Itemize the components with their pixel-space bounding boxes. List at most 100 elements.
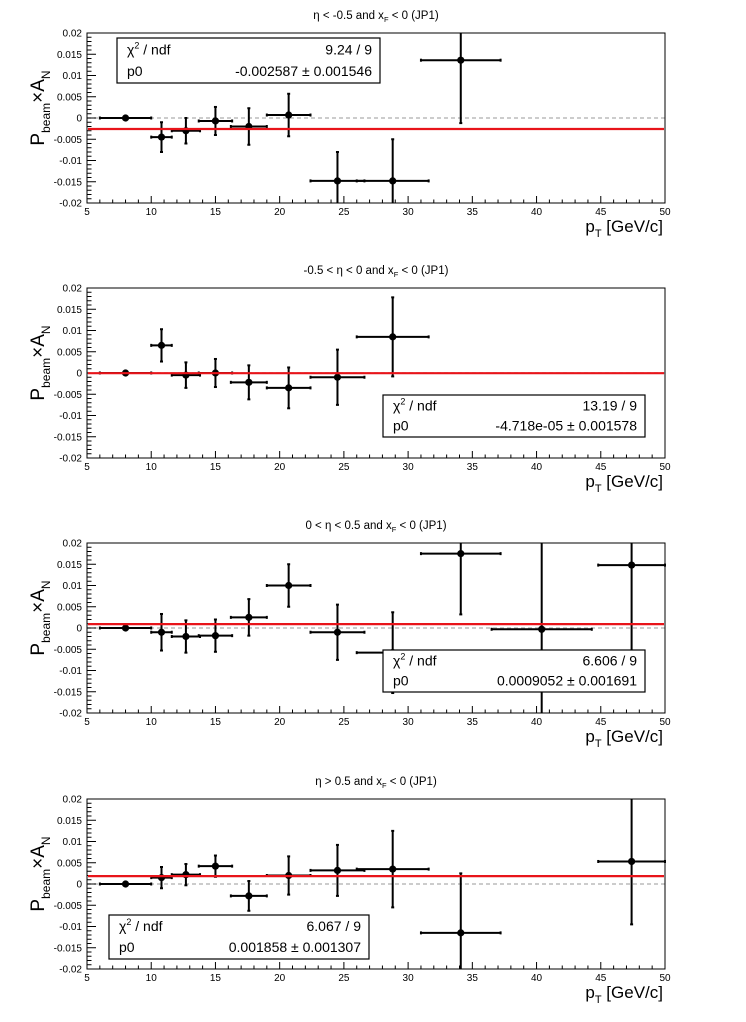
- y-tick-label: -0.015: [54, 943, 83, 954]
- data-point: [150, 121, 173, 153]
- y-tick-label: -0.005: [54, 135, 83, 146]
- x-tick-label: 45: [595, 973, 607, 984]
- data-marker: [333, 628, 342, 636]
- y-tick-label: -0.005: [54, 390, 83, 401]
- y-axis-label: Pbeam×AN: [28, 836, 53, 911]
- stats-chi2-value: 9.24 / 9: [325, 41, 372, 57]
- stats-p0-value: -0.002587 ± 0.001546: [235, 63, 372, 79]
- data-marker: [121, 624, 130, 632]
- data-marker: [285, 384, 293, 392]
- data-marker: [285, 111, 293, 119]
- data-point: [265, 563, 312, 608]
- stats-box-frame: [382, 649, 646, 693]
- data-point: [597, 543, 666, 664]
- y-tick-label: -0.02: [59, 709, 82, 720]
- chart-title: -0.5 < η < 0 and xF < 0 (JP1): [304, 265, 449, 279]
- y-tick-label: 0.005: [57, 858, 82, 869]
- data-marker: [628, 561, 636, 569]
- x-axis-label: pT [GeV/c]: [585, 217, 663, 240]
- data-point: [150, 328, 173, 363]
- stats-p0-value: -4.718e-05 ± 0.001578: [495, 418, 637, 434]
- x-tick-label: 10: [146, 207, 158, 218]
- data-marker: [457, 56, 465, 64]
- x-tick-label: 20: [274, 207, 286, 218]
- data-point: [170, 117, 202, 145]
- data-marker: [285, 581, 293, 590]
- y-tick-label: 0: [76, 624, 82, 635]
- x-tick-label: 10: [146, 973, 158, 984]
- y-tick-label: 0.01: [63, 581, 83, 592]
- y-axis-label: Pbeam×AN: [28, 325, 53, 400]
- data-point: [197, 105, 234, 136]
- data-point: [170, 361, 202, 389]
- x-tick-label: 25: [338, 207, 350, 218]
- x-tick-label: 35: [467, 717, 479, 728]
- fit-stats-box: χ2 / ndf 13.19 / 9 p0 -4.718e-05 ± 0.001578: [382, 394, 646, 438]
- y-tick-label: -0.015: [54, 177, 83, 188]
- x-tick-label: 10: [146, 462, 158, 473]
- data-marker: [538, 625, 546, 633]
- y-axis-label: Pbeam×AN: [28, 70, 53, 145]
- x-tick-label: 15: [210, 717, 222, 728]
- chart-panel-3: 0 < η < 0.5 and xF < 0 (JP1) 5 10 15 20 25 30 3…: [28, 520, 671, 750]
- x-axis-label: pT [GeV/c]: [585, 983, 663, 1006]
- chart-title: η < -0.5 and xF < 0 (JP1): [313, 10, 439, 24]
- x-tick-label: 40: [531, 207, 543, 218]
- x-tick-label: 40: [531, 973, 543, 984]
- fit-stats-box: χ2 / ndf 6.606 / 9 p0 0.0009052 ± 0.001691: [382, 649, 646, 693]
- y-tick-label: 0.02: [63, 29, 83, 40]
- x-tick-label: 50: [659, 973, 671, 984]
- data-marker: [333, 177, 342, 185]
- data-point: [597, 799, 666, 926]
- chart-panel-1: η < -0.5 and xF < 0 (JP1) 5 10 15 20 25 30 35 40…: [28, 10, 671, 240]
- y-tick-label: -0.015: [54, 432, 83, 443]
- data-point: [309, 843, 366, 897]
- data-point: [197, 618, 234, 653]
- x-axis-label: pT [GeV/c]: [585, 472, 663, 495]
- stats-p0-label: p0: [393, 673, 409, 689]
- stats-p0-label: p0: [119, 939, 135, 955]
- fit-stats-box: χ2 / ndf 6.067 / 9 p0 0.001858 ± 0.001307: [108, 914, 370, 960]
- data-marker: [245, 378, 253, 386]
- data-point: [355, 829, 430, 909]
- data-point: [355, 138, 430, 203]
- data-point: [150, 866, 173, 890]
- data-point: [229, 364, 268, 401]
- chart-panel-4: η > 0.5 and xF < 0 (JP1) 5 10 15 20 25 30 35 40 4…: [28, 776, 671, 1006]
- x-tick-label: 30: [403, 207, 415, 218]
- chart-panel-2: -0.5 < η < 0 and xF < 0 (JP1) 5 10 15 20 25 30…: [28, 265, 671, 495]
- data-marker: [121, 114, 130, 122]
- data-marker: [457, 929, 465, 937]
- data-point: [309, 348, 366, 406]
- data-marker: [157, 133, 166, 141]
- y-tick-label: 0.015: [57, 816, 82, 827]
- x-tick-label: 10: [146, 717, 158, 728]
- x-tick-label: 15: [210, 973, 222, 984]
- stats-p0-value: 0.001858 ± 0.001307: [229, 939, 361, 955]
- y-tick-label: 0.02: [63, 284, 83, 295]
- data-marker: [211, 862, 220, 870]
- y-tick-label: 0.005: [57, 347, 82, 358]
- stats-box-frame: [382, 394, 646, 438]
- data-marker: [628, 857, 636, 866]
- y-tick-label: 0: [76, 880, 82, 891]
- y-tick-label: 0.015: [57, 305, 82, 316]
- y-tick-label: 0.015: [57, 560, 82, 571]
- y-tick-label: 0: [76, 114, 82, 125]
- x-tick-label: 30: [403, 462, 415, 473]
- y-tick-label: -0.02: [59, 965, 82, 976]
- x-tick-label: 35: [467, 462, 479, 473]
- x-tick-label: 5: [84, 973, 90, 984]
- data-marker: [245, 613, 253, 621]
- x-tick-label: 45: [595, 462, 607, 473]
- stats-box-frame: [108, 914, 370, 960]
- stats-p0-label: p0: [127, 63, 143, 79]
- data-point: [229, 880, 268, 912]
- y-tick-label: -0.01: [59, 666, 82, 677]
- y-tick-label: -0.005: [54, 645, 83, 656]
- x-tick-label: 50: [659, 462, 671, 473]
- y-tick-label: 0.02: [63, 539, 83, 550]
- data-marker: [211, 632, 220, 640]
- data-marker: [211, 117, 220, 125]
